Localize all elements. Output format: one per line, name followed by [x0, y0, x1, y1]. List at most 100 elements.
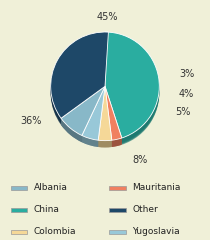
Wedge shape: [82, 91, 105, 145]
Wedge shape: [105, 91, 122, 145]
Text: 8%: 8%: [132, 155, 147, 165]
Text: 45%: 45%: [97, 12, 118, 22]
Wedge shape: [82, 88, 105, 142]
Wedge shape: [98, 89, 112, 143]
Wedge shape: [105, 88, 122, 142]
Wedge shape: [98, 86, 112, 141]
Wedge shape: [82, 92, 105, 146]
Text: Mauritania: Mauritania: [132, 183, 181, 192]
Wedge shape: [98, 87, 112, 141]
Wedge shape: [82, 89, 105, 143]
Wedge shape: [98, 88, 112, 143]
Wedge shape: [105, 90, 122, 144]
Wedge shape: [82, 92, 105, 146]
Wedge shape: [82, 91, 105, 145]
Wedge shape: [61, 88, 105, 138]
Wedge shape: [105, 35, 159, 141]
Wedge shape: [105, 89, 122, 143]
Wedge shape: [82, 88, 105, 142]
Wedge shape: [61, 92, 105, 141]
Wedge shape: [82, 92, 105, 146]
Wedge shape: [51, 37, 108, 123]
Wedge shape: [105, 90, 122, 144]
Wedge shape: [105, 32, 159, 138]
Wedge shape: [61, 88, 105, 137]
Wedge shape: [61, 90, 105, 139]
Wedge shape: [61, 89, 105, 138]
Wedge shape: [61, 88, 105, 138]
Wedge shape: [98, 92, 112, 147]
Wedge shape: [82, 90, 105, 144]
Wedge shape: [98, 88, 112, 143]
Wedge shape: [98, 92, 112, 146]
Wedge shape: [98, 89, 112, 143]
Wedge shape: [105, 86, 122, 140]
Wedge shape: [105, 90, 122, 144]
Wedge shape: [51, 33, 108, 120]
Wedge shape: [51, 35, 108, 121]
Wedge shape: [61, 93, 105, 142]
Wedge shape: [98, 91, 112, 145]
Text: 4%: 4%: [179, 89, 194, 99]
Bar: [10, 186, 27, 190]
Wedge shape: [98, 92, 112, 147]
Wedge shape: [82, 93, 105, 147]
Bar: [109, 208, 126, 212]
Wedge shape: [61, 92, 105, 142]
Wedge shape: [61, 90, 105, 139]
Text: 36%: 36%: [20, 116, 42, 126]
Text: Other: Other: [132, 205, 158, 214]
Wedge shape: [61, 90, 105, 139]
Text: 3%: 3%: [179, 69, 194, 79]
Wedge shape: [61, 87, 105, 136]
Wedge shape: [61, 93, 105, 142]
Wedge shape: [98, 92, 112, 146]
Text: Yugoslavia: Yugoslavia: [132, 228, 180, 236]
Wedge shape: [105, 91, 122, 145]
Text: China: China: [34, 205, 59, 214]
Text: 5%: 5%: [175, 107, 191, 117]
Wedge shape: [51, 34, 108, 120]
Wedge shape: [82, 87, 105, 141]
Wedge shape: [61, 92, 105, 142]
Wedge shape: [51, 37, 108, 124]
Wedge shape: [51, 33, 108, 119]
Wedge shape: [105, 34, 159, 140]
Wedge shape: [105, 92, 122, 146]
Wedge shape: [105, 92, 122, 146]
Wedge shape: [105, 88, 122, 142]
Wedge shape: [51, 36, 108, 122]
Wedge shape: [51, 32, 108, 118]
Wedge shape: [98, 91, 112, 145]
Wedge shape: [98, 88, 112, 142]
Wedge shape: [82, 92, 105, 146]
Wedge shape: [61, 90, 105, 139]
Wedge shape: [105, 33, 159, 139]
Wedge shape: [105, 92, 122, 146]
Wedge shape: [105, 37, 159, 144]
Wedge shape: [105, 39, 159, 145]
Wedge shape: [98, 87, 112, 141]
Wedge shape: [98, 90, 112, 145]
Wedge shape: [51, 36, 108, 122]
Wedge shape: [82, 87, 105, 141]
Wedge shape: [61, 92, 105, 141]
Bar: [109, 230, 126, 234]
Wedge shape: [105, 37, 159, 143]
Text: Colombia: Colombia: [34, 228, 76, 236]
Wedge shape: [82, 93, 105, 147]
Wedge shape: [61, 87, 105, 136]
Wedge shape: [105, 36, 159, 142]
Wedge shape: [105, 92, 122, 146]
Wedge shape: [105, 88, 122, 142]
Wedge shape: [105, 87, 122, 141]
Wedge shape: [61, 91, 105, 140]
Wedge shape: [61, 86, 105, 135]
Bar: [10, 208, 27, 212]
Wedge shape: [82, 89, 105, 143]
Wedge shape: [82, 90, 105, 144]
Wedge shape: [105, 90, 122, 144]
Wedge shape: [105, 36, 159, 141]
Wedge shape: [61, 88, 105, 137]
Bar: [10, 230, 27, 234]
